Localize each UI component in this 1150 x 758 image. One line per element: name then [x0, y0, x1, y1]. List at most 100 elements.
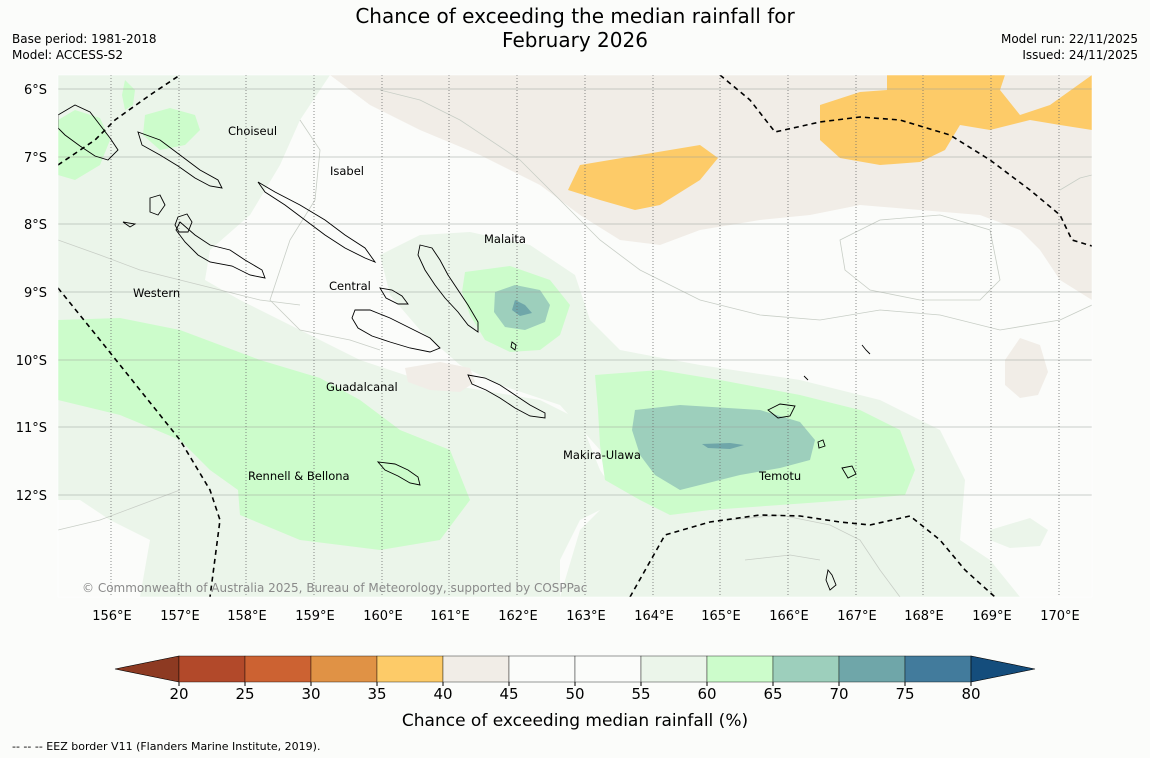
lon-label: 157°E: [160, 609, 200, 624]
lon-label: 169°E: [972, 609, 1012, 624]
contour-40-45-south: [405, 362, 475, 392]
region-label-temotu: Temotu: [758, 469, 801, 483]
islands: [58, 104, 871, 591]
island-reef: [861, 344, 871, 355]
island-malaita: [417, 244, 479, 333]
colorbar-extend-high: [970, 655, 1036, 683]
lat-label: 6°S: [24, 83, 47, 98]
lon-label: 161°E: [430, 609, 470, 624]
island-small-b: [122, 221, 137, 228]
issued-date: Issued: 24/11/2025: [1022, 48, 1138, 62]
colorbar-segment: [508, 655, 576, 683]
colorbar-segment: [442, 655, 510, 683]
contour-35-40-a: [568, 145, 718, 210]
island-small-a: [803, 375, 809, 381]
region-label-western: Western: [133, 286, 180, 300]
island-vanikoro: [841, 465, 857, 479]
lon-label: 166°E: [769, 609, 809, 624]
colorbar-tick-label: 80: [961, 685, 980, 703]
colorbar-segment: [772, 655, 840, 683]
meta-right: Model run: 22/11/2025 Issued: 24/11/2025: [1001, 31, 1138, 63]
region-labels: Choiseul Isabel Malaita Western Central …: [133, 124, 801, 483]
lat-label: 7°S: [24, 151, 47, 166]
model-run: Model run: 22/11/2025: [1000, 32, 1138, 46]
island-vella-small: [149, 194, 166, 216]
colorbar-tick-label: 60: [697, 685, 716, 703]
colorbar-segment: [310, 655, 378, 683]
title-line-2: February 2026: [502, 28, 648, 52]
lon-label: 165°E: [701, 609, 741, 624]
lon-label: 163°E: [566, 609, 606, 624]
island-choiseul: [137, 131, 223, 189]
model-name: Model: ACCESS-S2: [12, 48, 124, 62]
colorbar: 20 25 30 35 40 45 50 55 60 65 70 75 80: [114, 655, 1036, 703]
island-small-c: [510, 341, 517, 351]
lat-axis: 6°S 7°S 8°S 9°S 10°S 11°S 12°S: [16, 83, 47, 504]
colorbar-segment: [640, 655, 708, 683]
graticule-lon: [110, 75, 1060, 597]
map-frame: [57, 74, 1093, 598]
colorbar-tick-label: 45: [499, 685, 518, 703]
copyright-text: © Commonwealth of Australia 2025, Bureau…: [82, 581, 587, 595]
region-label-central: Central: [329, 279, 371, 293]
chart-title: Chance of exceeding the median rainfall …: [0, 4, 1150, 52]
island-ndeni: [767, 403, 796, 419]
colorbar-segment: [376, 655, 444, 683]
island-isabel: [257, 181, 377, 263]
graticule-lat: [58, 88, 1092, 496]
meta-left: Base period: 1981-2018 Model: ACCESS-S2: [12, 31, 157, 63]
contour-70-75-temotu: [702, 443, 744, 449]
colorbar-segment: [244, 655, 312, 683]
eez-border: [58, 75, 1092, 597]
colorbar-tick-label: 20: [169, 685, 188, 703]
base-period: Base period: 1981-2018: [12, 32, 157, 46]
lon-label: 160°E: [363, 609, 403, 624]
contour-35-40-b: [820, 75, 1092, 165]
region-label-choiseul: Choiseul: [228, 124, 277, 138]
region-label-malaita: Malaita: [484, 232, 526, 246]
lon-label: 164°E: [634, 609, 674, 624]
colorbar-extend-low: [114, 655, 180, 683]
colorbar-segment: [574, 655, 642, 683]
contour-60-65-west: [58, 318, 470, 550]
lat-label: 8°S: [24, 218, 47, 233]
lon-label: 167°E: [837, 609, 877, 624]
lon-label: 156°E: [92, 609, 132, 624]
contour-60-65-nw: [58, 110, 110, 180]
island-rennell: [376, 461, 421, 486]
colorbar-segment: [706, 655, 774, 683]
region-label-makira-ulawa: Makira-Ulawa: [563, 448, 641, 462]
lat-label: 12°S: [16, 489, 47, 504]
contour-55-60-west: [58, 75, 620, 597]
colorbar-tick-label: 70: [829, 685, 848, 703]
island-tikopia: [817, 439, 826, 449]
colorbar-segment: [178, 655, 246, 683]
region-label-rennell-bellona: Rennell & Bellona: [248, 469, 350, 483]
lat-label: 11°S: [16, 421, 47, 436]
title-line-1: Chance of exceeding the median rainfall …: [355, 4, 795, 28]
island-new-georgia: [175, 221, 266, 279]
colorbar-tick-label: 35: [367, 685, 386, 703]
lon-label: 159°E: [295, 609, 335, 624]
island-makira: [467, 374, 546, 419]
lon-label: 158°E: [227, 609, 267, 624]
island-ngella: [379, 287, 409, 305]
island-anuta: [825, 568, 837, 591]
lat-label: 10°S: [16, 354, 47, 369]
lat-label: 9°S: [24, 286, 47, 301]
region-label-guadalcanal: Guadalcanal: [326, 380, 398, 394]
island-kolombangara: [174, 213, 193, 233]
colorbar-segment: [904, 655, 972, 683]
contour-40-45-east: [1005, 338, 1048, 398]
contour-60-65-nw3: [122, 80, 135, 110]
colorbar-label: Chance of exceeding median rainfall (%): [402, 711, 748, 731]
colorbar-tick-label: 75: [895, 685, 914, 703]
colorbar-segment: [838, 655, 906, 683]
lon-axis: 156°E 157°E 158°E 159°E 160°E 161°E 162°…: [92, 609, 1080, 624]
island-vella-lavella: [58, 104, 119, 161]
colorbar-tick-label: 40: [433, 685, 452, 703]
colorbar-tick-label: 25: [235, 685, 254, 703]
colorbar-tick-label: 50: [565, 685, 584, 703]
contour-60-65-nw2: [143, 108, 200, 150]
